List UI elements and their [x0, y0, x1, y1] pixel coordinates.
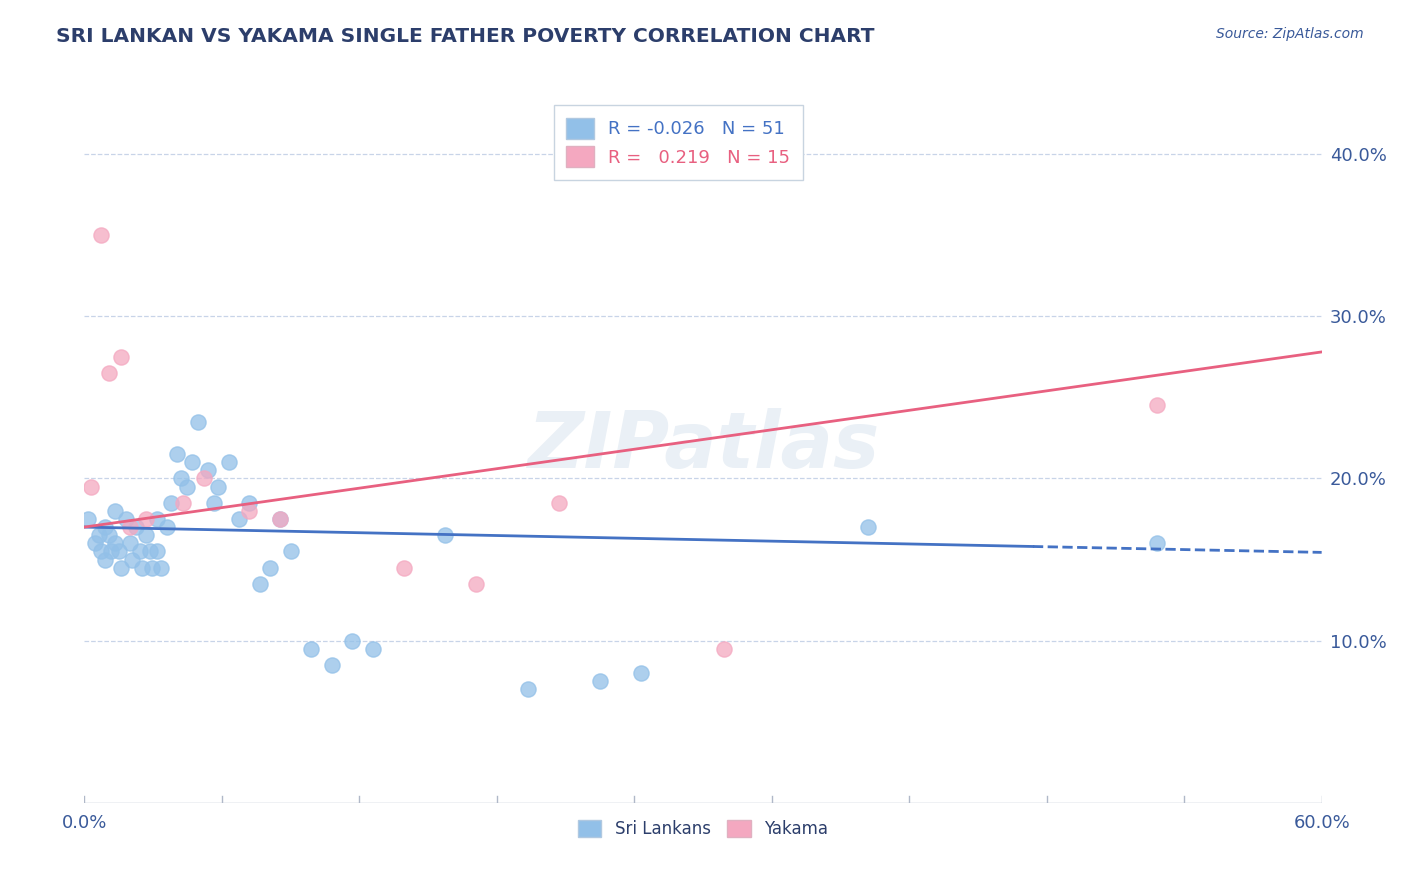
Point: [280, 544, 302, 558]
Text: Source: ZipAtlas.com: Source: ZipAtlas.com: [1216, 27, 1364, 41]
Point: [630, 666, 652, 681]
Point: [1146, 399, 1168, 413]
Point: [176, 479, 198, 493]
Point: [218, 455, 240, 469]
Point: [104, 504, 127, 518]
Point: [238, 504, 260, 518]
Point: [104, 536, 127, 550]
Point: [259, 560, 281, 574]
Point: [166, 447, 188, 461]
Point: [342, 633, 364, 648]
Point: [170, 471, 193, 485]
Point: [1146, 536, 1168, 550]
Point: [125, 520, 148, 534]
Point: [94, 552, 117, 566]
Point: [172, 496, 194, 510]
Point: [180, 455, 202, 469]
Point: [713, 641, 735, 656]
Point: [465, 577, 488, 591]
Point: [141, 560, 163, 574]
Point: [129, 544, 152, 558]
Point: [98, 528, 121, 542]
Point: [238, 496, 260, 510]
Point: [269, 512, 291, 526]
Point: [110, 560, 132, 574]
Point: [79, 479, 101, 493]
Point: [299, 641, 322, 656]
Point: [207, 479, 229, 493]
Point: [83, 536, 105, 550]
Point: [392, 560, 415, 574]
Point: [121, 552, 143, 566]
Point: [87, 528, 110, 542]
Point: [149, 560, 172, 574]
Point: [110, 350, 132, 364]
Point: [118, 520, 141, 534]
Point: [228, 512, 250, 526]
Text: SRI LANKAN VS YAKAMA SINGLE FATHER POVERTY CORRELATION CHART: SRI LANKAN VS YAKAMA SINGLE FATHER POVER…: [56, 27, 875, 45]
Point: [139, 544, 162, 558]
Point: [160, 496, 183, 510]
Point: [118, 536, 141, 550]
Point: [187, 415, 209, 429]
Point: [156, 520, 179, 534]
Point: [516, 682, 538, 697]
Point: [131, 560, 153, 574]
Point: [434, 528, 457, 542]
Point: [589, 674, 612, 689]
Point: [108, 544, 131, 558]
Point: [77, 512, 100, 526]
Text: ZIPatlas: ZIPatlas: [527, 408, 879, 484]
Point: [114, 512, 136, 526]
Point: [547, 496, 569, 510]
Point: [98, 366, 121, 380]
Point: [145, 512, 167, 526]
Point: [100, 544, 122, 558]
Point: [90, 544, 112, 558]
Point: [202, 496, 225, 510]
Point: [135, 512, 157, 526]
Point: [321, 657, 343, 672]
Point: [94, 520, 117, 534]
Legend: Sri Lankans, Yakama: Sri Lankans, Yakama: [571, 813, 835, 845]
Point: [361, 641, 384, 656]
Point: [135, 528, 157, 542]
Point: [197, 463, 219, 477]
Point: [856, 520, 879, 534]
Point: [269, 512, 291, 526]
Point: [249, 577, 271, 591]
Point: [145, 544, 167, 558]
Point: [193, 471, 215, 485]
Point: [90, 228, 112, 243]
